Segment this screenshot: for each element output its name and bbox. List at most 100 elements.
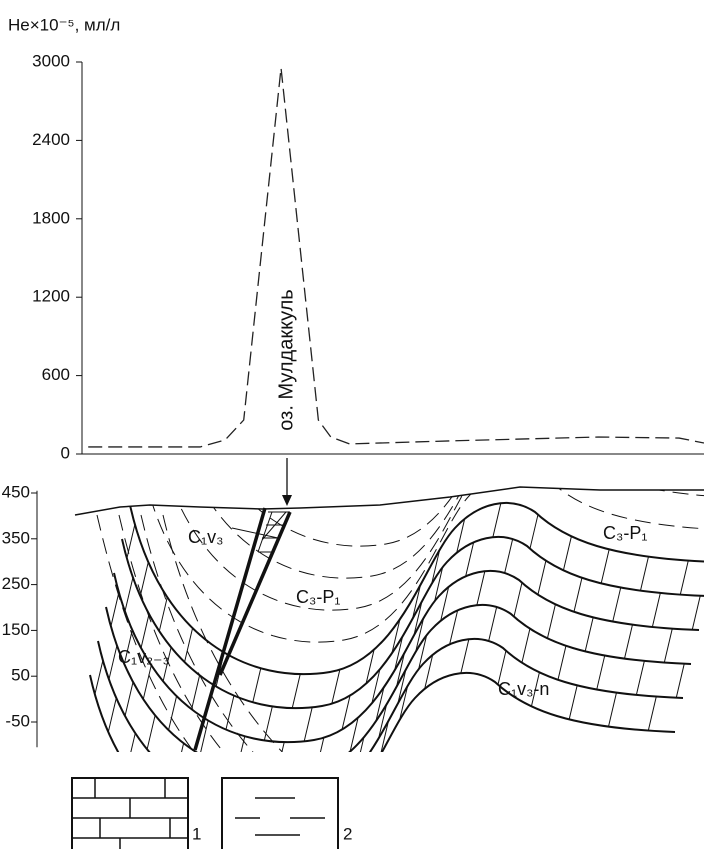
brick-joint: [365, 649, 375, 684]
brick-joint: [600, 549, 610, 584]
brick-joint: [124, 577, 134, 612]
y-tick-label: 2400: [32, 130, 70, 149]
dashed-layer: [171, 487, 704, 579]
brick-joint: [139, 561, 149, 597]
layer-boundary: [129, 502, 704, 676]
brick-joint: [639, 556, 649, 591]
cross-section: [89, 487, 704, 840]
brick-joint: [124, 681, 134, 717]
brick-joint: [488, 607, 498, 642]
brick-joint: [378, 704, 388, 739]
brick-joint: [123, 629, 133, 665]
brick-joint: [110, 592, 120, 627]
brick-joint: [210, 764, 218, 798]
brick-joint: [651, 592, 661, 628]
brick-joint: [413, 601, 423, 636]
y-tick-label: 350: [2, 528, 30, 547]
brick-joint: [236, 736, 246, 752]
brick-joint: [612, 587, 622, 622]
brick-joint: [513, 582, 523, 617]
layer-boundary: [89, 672, 676, 752]
y-tick-label: -50: [5, 711, 30, 730]
brick-joint: [107, 697, 117, 733]
section-label: C₃-P₁: [603, 523, 647, 543]
section-label: C₃-P₁: [296, 587, 340, 607]
brick-joint: [162, 647, 172, 682]
dashed-layer: [185, 487, 704, 547]
brick-joint: [375, 687, 385, 722]
brick-joint: [434, 567, 444, 602]
brick-joint: [418, 635, 428, 670]
brick-joint: [584, 617, 594, 652]
brick-joint: [168, 695, 178, 731]
brick-joint: [424, 654, 434, 690]
brick-joint: [199, 720, 209, 752]
dashed-layer: [96, 514, 201, 752]
brick-joint: [379, 720, 389, 752]
brick-joint: [635, 660, 645, 696]
y-tick-label: 250: [2, 574, 30, 593]
y-tick-label: 50: [11, 666, 30, 685]
y-tick-label: 450: [2, 482, 30, 501]
brick-joint: [349, 717, 359, 752]
brick-joint: [415, 617, 425, 652]
brick-joint: [504, 539, 514, 574]
y-tick-label: 3000: [32, 51, 70, 70]
brick-joint: [275, 741, 285, 752]
brick-joint: [537, 560, 547, 595]
brick-joint: [291, 673, 301, 709]
brick-joint: [562, 536, 572, 571]
brick-joint: [175, 743, 185, 752]
brick-joint: [341, 695, 351, 730]
brick-joint: [460, 639, 470, 674]
brick-joint: [158, 597, 168, 632]
brick-joint: [395, 652, 405, 688]
data-line: [88, 67, 704, 448]
brick-joint: [355, 737, 365, 752]
surface: [74, 486, 704, 516]
hatch: [257, 511, 290, 553]
layer-boundary: [97, 638, 684, 752]
legend: [71, 777, 339, 849]
dashed-layer: [162, 514, 291, 752]
brick-joint: [184, 627, 194, 663]
section-label: C₁v₂₋₃: [118, 647, 170, 667]
brick-joint: [465, 542, 475, 577]
brick-joint: [596, 655, 606, 690]
brick-joint: [300, 806, 308, 840]
brick-joint: [146, 715, 156, 750]
brick-joint: [440, 586, 450, 622]
brick-joint: [360, 755, 368, 789]
brick-joint: [497, 650, 507, 685]
brick-joint: [391, 619, 401, 654]
pointer: [231, 527, 279, 539]
brick-joint: [326, 764, 334, 798]
legend-label: 1: [192, 824, 201, 843]
brick-joint: [573, 577, 583, 612]
brick-joint: [263, 706, 273, 741]
section-label: C₁v₃-n: [498, 679, 549, 699]
y-tick-label: 1200: [32, 287, 70, 306]
brick-joint: [568, 685, 578, 720]
y-tick-label: 1800: [32, 208, 70, 227]
section-label: C₁v₃: [188, 527, 223, 547]
brick-joint: [191, 675, 201, 710]
brick-joint: [530, 672, 540, 707]
brick-joint: [225, 695, 235, 730]
brick-joint: [476, 571, 486, 606]
y-tick-label: 600: [42, 365, 70, 384]
brick-joint: [331, 669, 341, 704]
y-tick-label: 0: [61, 443, 70, 462]
dashed-layer: [157, 487, 704, 611]
brick-joint: [557, 645, 567, 680]
brick-joint: [607, 692, 617, 727]
y-axis-title: He×10⁻⁵, мл/л: [8, 15, 120, 34]
brick-joint: [529, 514, 539, 549]
arrow-head: [282, 495, 292, 506]
brick-joint: [397, 669, 407, 704]
brick-joint: [153, 764, 161, 798]
brick-joint: [140, 613, 150, 649]
brick-joint: [521, 628, 531, 663]
brick-joint: [371, 669, 381, 704]
brick-joint: [248, 774, 256, 808]
